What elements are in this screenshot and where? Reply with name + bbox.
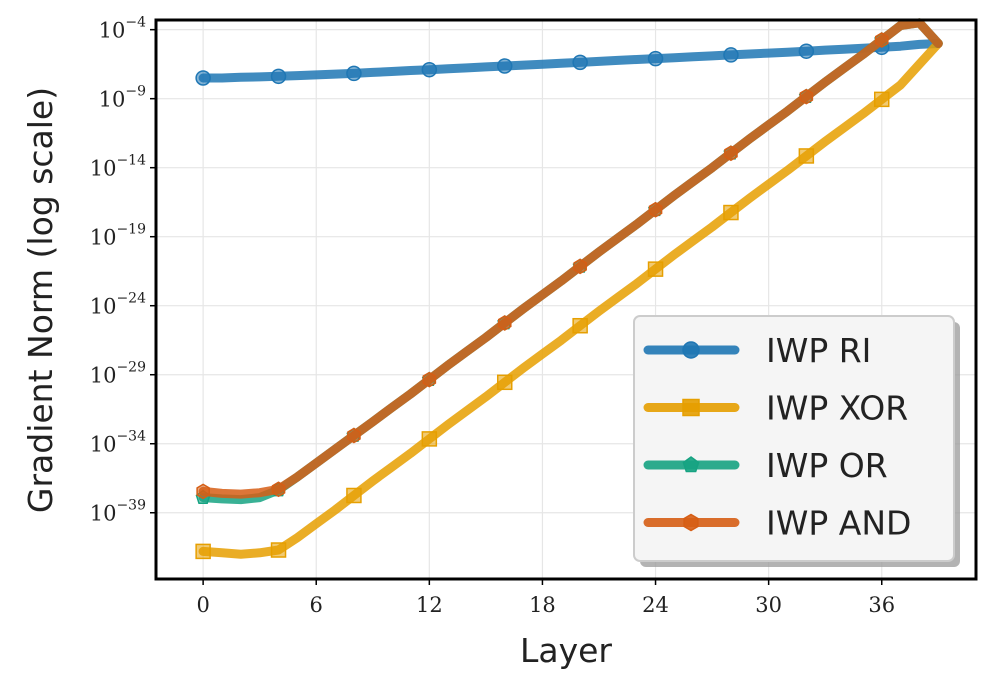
legend-label: IWP OR [766, 446, 888, 485]
square-marker [723, 204, 739, 221]
legend-box [633, 315, 955, 562]
series-iwp-ri [195, 39, 943, 86]
y-tick-label: 10−34 [90, 429, 146, 457]
circle-marker [798, 43, 815, 59]
y-tick-label: 10−24 [90, 291, 146, 319]
hexagon-marker [573, 258, 587, 275]
hexagon-marker [724, 145, 738, 162]
y-tick-label: 10−29 [90, 360, 146, 388]
legend-entry: IWP AND [643, 504, 911, 543]
x-tick-label: 30 [755, 593, 782, 617]
legend-entry: IWP OR [643, 446, 888, 485]
square-marker [647, 261, 664, 277]
circle-marker [723, 47, 739, 63]
legend-entry: IWP XOR [643, 389, 908, 428]
hexagon-marker [271, 481, 286, 498]
circle-marker [496, 58, 513, 74]
pentagon-marker [682, 456, 700, 473]
series-line [198, 39, 943, 83]
series-iwp-xor [195, 39, 943, 560]
circle-marker [647, 50, 664, 67]
square-marker [195, 543, 211, 560]
hexagon-marker [347, 427, 361, 444]
x-tick-label: 18 [529, 593, 556, 617]
x-tick-label: 12 [416, 593, 443, 617]
series-group [195, 18, 943, 560]
legend: IWP RI IWP XOR IWP OR IWP AND [633, 315, 960, 567]
square-marker [496, 374, 513, 391]
y-tick-label: 10−9 [99, 84, 146, 112]
circle-marker [572, 54, 588, 71]
square-marker [421, 431, 438, 447]
circle-marker [270, 68, 287, 85]
x-axis-ticks: 0 6 12 18 24 30 36 [196, 579, 895, 617]
hexagon-marker [683, 513, 699, 532]
legend-label: IWP XOR [766, 389, 908, 428]
hexagon-marker [648, 201, 663, 218]
hexagon-marker [874, 32, 889, 48]
series-line [198, 18, 943, 499]
hexagon-marker [196, 483, 210, 500]
square-marker [798, 148, 815, 164]
legend-label: IWP AND [766, 504, 911, 543]
legend-entry: IWP RI [643, 331, 871, 370]
square-marker [682, 398, 700, 417]
series-iwp-and [196, 18, 943, 500]
circle-marker [346, 65, 362, 82]
square-marker [270, 542, 287, 558]
square-marker [873, 91, 890, 108]
x-tick-label: 6 [310, 593, 323, 617]
hexagon-marker [799, 88, 814, 105]
plot-frame [154, 18, 978, 581]
legend-items: IWP RI IWP XOR IWP OR IWP AND [643, 331, 911, 543]
square-marker [346, 487, 362, 504]
hexagon-marker [422, 371, 437, 388]
square-marker [572, 317, 588, 334]
y-tick-label: 10−14 [90, 153, 146, 181]
circle-marker [682, 341, 700, 359]
x-tick-label: 24 [642, 593, 669, 617]
legend-label: IWP RI [766, 331, 871, 370]
y-axis-ticks: 10−4 10−9 10−14 10−19 10−24 10−29 10−34 10−39 [90, 15, 156, 526]
y-tick-label: 10−4 [99, 15, 146, 43]
series-line [198, 39, 943, 559]
x-tick-label: 36 [868, 593, 895, 617]
x-tick-label: 0 [196, 593, 209, 617]
circle-marker [421, 61, 438, 78]
y-tick-label: 10−19 [90, 222, 146, 250]
circle-marker [195, 70, 211, 86]
x-axis-title: Layer [520, 631, 612, 670]
hexagon-marker [497, 315, 512, 331]
y-tick-label: 10−39 [90, 498, 146, 526]
y-axis-title: Gradient Norm (log scale) [21, 87, 60, 513]
